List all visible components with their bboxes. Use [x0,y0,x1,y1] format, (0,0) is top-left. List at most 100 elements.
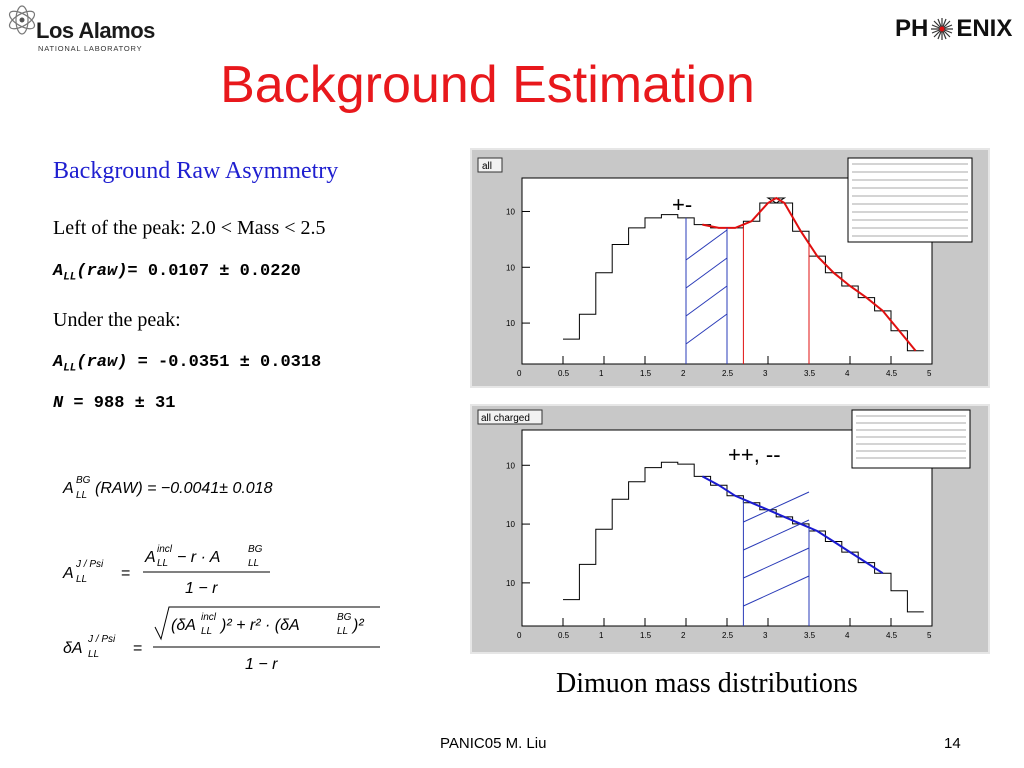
x-tick-label: 5 [927,631,932,640]
x-tick-label: 1.5 [640,631,652,640]
eq3-end: )² [351,617,364,634]
footer-author: PANIC05 M. Liu [440,735,547,752]
top-tab-box [477,157,503,173]
eq3-den: 1 − r [245,656,278,673]
bottom-annotation: ++, -- [728,442,781,467]
bottom-tab-box [477,409,543,425]
eq3-mid: )² + r² · (δA [219,617,300,634]
y-tick-label: 10 [506,319,515,328]
hatch-line [743,547,810,579]
fit-curve [701,475,884,575]
eq3-sub: LL [88,649,99,660]
top-tab-label: all [482,161,492,172]
a-symbol: A [53,262,64,281]
x-tick-label: 3 [763,369,768,378]
eq3-num-a: (δA [171,617,196,634]
y-tick-label: 10 [506,263,515,272]
eq3-equals: = [133,640,142,657]
fit-curve [702,196,917,352]
a-symbol: A [53,353,64,372]
x-tick-label: 1 [599,631,604,640]
y-tick-label: 10 [506,461,515,470]
n-label: N [53,394,64,413]
eq3-bg-sub: LL [337,626,348,637]
eq3-incl: incl [201,612,217,623]
left-peak-value: 0.0107 ± 0.0220 [137,262,301,281]
a-subscript: LL [63,362,77,375]
top-stats-box [847,157,973,243]
left-of-peak-text: Left of the peak: 2.0 < Mass < 2.5 [53,217,326,239]
eq2-mid: − r · A [177,549,220,566]
bottom-tab-label: all charged [481,413,530,424]
eq2-num-a: A [144,549,156,566]
eq3-lhs: δA [63,640,83,657]
bottom-plot-frame: all charged ++, -- 0 0.5 1 1.5 2 2.5 3 3.5 4 4.5 5… [470,404,990,654]
los-alamos-logo: Los Alamos NATIONAL LABORATORY [6,2,156,54]
eq1-sup: BG [76,475,91,486]
phenix-star-icon [931,18,954,40]
eq3-bg: BG [337,612,352,623]
lanl-subtitle: NATIONAL LABORATORY [38,44,143,53]
hatch-line [685,313,728,345]
count-value: = 988 ± 31 [63,394,176,413]
x-tick-label: 4 [845,369,850,378]
x-tick-label: 3.5 [804,631,816,640]
a-subscript: LL [63,271,77,284]
hatch-line [743,491,810,523]
eq1-body: (RAW) = −0.0041± 0.018 [95,480,273,497]
figure-caption: Dimuon mass distributions [556,668,858,699]
x-tick-label: 0.5 [558,369,570,378]
eq2-bg-sub: LL [248,558,259,569]
slide-number: 14 [944,735,961,752]
left-peak-result: ALL(raw)= 0.0107 ± 0.0220 [53,262,301,283]
eq2-equals: = [121,565,130,582]
phenix-right-text: ENIX [956,15,1013,42]
x-tick-label: 1 [599,369,604,378]
phenix-left-text: PH [895,15,929,42]
equations: A BG LL (RAW) = −0.0041± 0.018 A J / Psi… [62,475,380,673]
x-tick-label: 2 [681,369,686,378]
x-tick-label: 2 [681,631,686,640]
hatch-line [685,257,728,289]
x-tick-label: 1.5 [640,369,652,378]
eq2-den: 1 − r [185,580,218,597]
raw-label: (raw)= [76,262,138,281]
count-result: N = 988 ± 31 [53,394,175,413]
x-tick-label: 0 [517,369,522,378]
x-tick-label: 3.5 [804,369,816,378]
eq2-bg: BG [248,544,263,555]
x-tick-label: 2.5 [722,631,734,640]
x-tick-label: 5 [927,369,932,378]
histogram-line [563,197,924,352]
raw-label: (raw) = [76,353,148,372]
eq2-sub: LL [76,574,87,585]
eq1-sub: LL [76,490,87,501]
phenix-logo: PH ENIX [895,12,1020,46]
hatch-line [743,575,810,607]
x-tick-label: 0.5 [558,631,570,640]
hatch-line [743,519,810,551]
atom-icon [8,5,36,35]
y-tick-label: 10 [506,579,515,588]
under-peak-text: Under the peak: [53,309,181,331]
x-tick-label: 4.5 [886,631,898,640]
bottom-histogram-plot: all charged ++, -- 0 0.5 1 1.5 2 2.5 3 3.5 4 4.5 5… [477,409,971,640]
eq3-sup: J / Psi [87,634,116,645]
x-tick-label: 3 [763,631,768,640]
eq2-sup: J / Psi [75,559,104,570]
slide-title: Background Estimation [220,56,755,114]
x-tick-label: 4 [845,631,850,640]
hatch-line [685,285,728,317]
top-stats-lines [852,163,968,237]
eq3-incl-sub: LL [201,626,212,637]
eq2-num-incl: incl [157,544,173,555]
top-histogram-plot: all +- 0 0.5 1 1.5 2 2.5 3 3.5 4 4.5 5 10 10 10 [477,157,973,378]
under-peak-value: -0.0351 ± 0.0318 [147,353,322,372]
sqrt-sign [154,606,380,641]
lanl-name: Los Alamos [36,18,155,43]
eq2-a: A [62,565,74,582]
eq1-a: A [62,480,74,497]
bottom-stats-box [851,409,971,469]
under-peak-result: ALL(raw) = -0.0351 ± 0.0318 [53,353,321,374]
top-plot-frame: all +- 0 0.5 1 1.5 2 2.5 3 3.5 4 4.5 5 10 10 10 [470,148,990,388]
